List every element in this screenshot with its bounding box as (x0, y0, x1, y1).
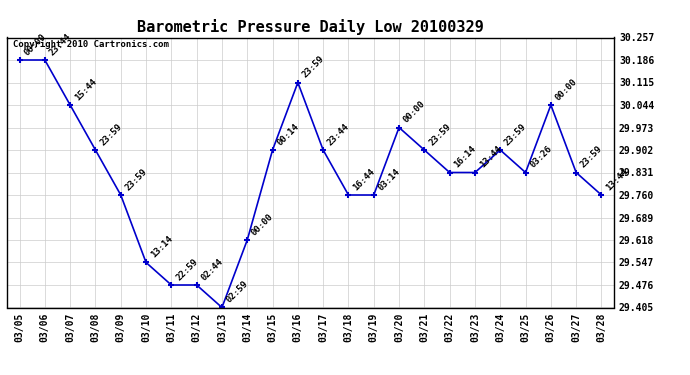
Text: 22:59: 22:59 (174, 257, 199, 282)
Text: 13:44: 13:44 (604, 167, 629, 192)
Text: 00:00: 00:00 (250, 212, 275, 237)
Text: 23:59: 23:59 (301, 54, 326, 80)
Text: 16:44: 16:44 (351, 167, 377, 192)
Text: 00:00: 00:00 (22, 32, 48, 57)
Text: 23:44: 23:44 (48, 32, 73, 57)
Text: 13:14: 13:14 (149, 234, 174, 260)
Text: 02:44: 02:44 (199, 257, 225, 282)
Text: 23:59: 23:59 (579, 144, 604, 170)
Text: 00:00: 00:00 (553, 77, 579, 102)
Text: 15:44: 15:44 (73, 77, 98, 102)
Text: 00:14: 00:14 (275, 122, 301, 147)
Text: 23:59: 23:59 (98, 122, 124, 147)
Text: 23:59: 23:59 (427, 122, 453, 147)
Title: Barometric Pressure Daily Low 20100329: Barometric Pressure Daily Low 20100329 (137, 19, 484, 35)
Text: 13:44: 13:44 (477, 144, 503, 170)
Text: 16:14: 16:14 (453, 144, 477, 170)
Text: 03:14: 03:14 (377, 167, 402, 192)
Text: 00:00: 00:00 (402, 99, 427, 125)
Text: 02:59: 02:59 (225, 279, 250, 305)
Text: 23:59: 23:59 (503, 122, 529, 147)
Text: Copyright 2010 Cartronics.com: Copyright 2010 Cartronics.com (13, 40, 169, 49)
Text: 03:26: 03:26 (529, 144, 553, 170)
Text: 23:44: 23:44 (326, 122, 351, 147)
Text: 23:59: 23:59 (124, 167, 149, 192)
